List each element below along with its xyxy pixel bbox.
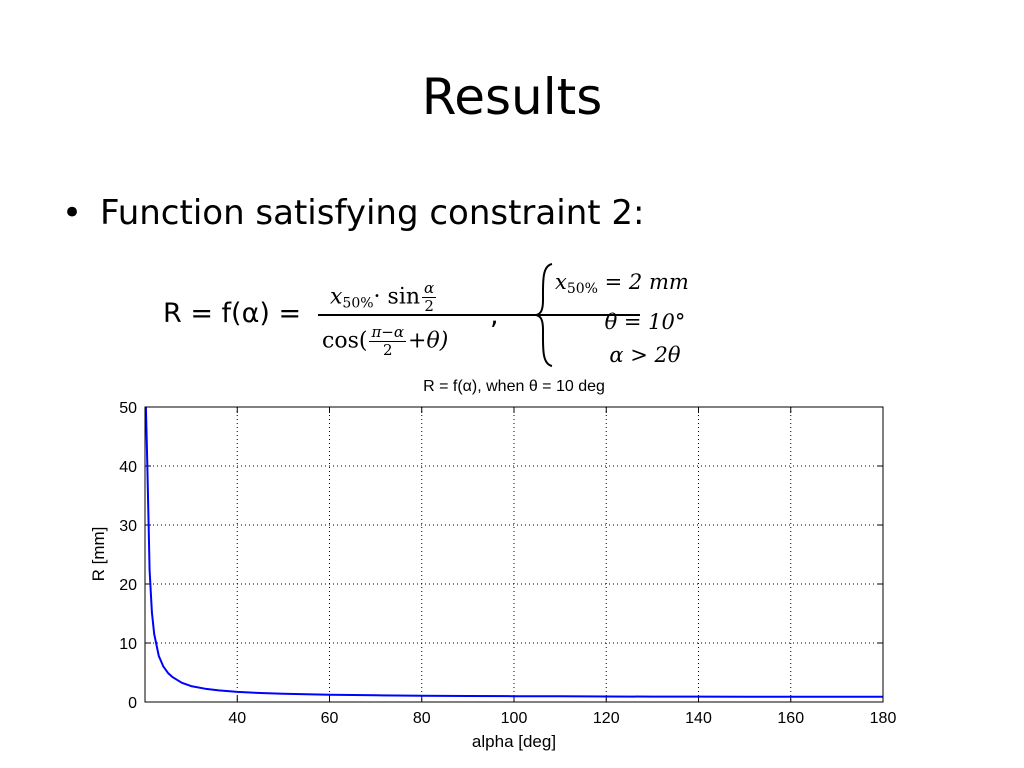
axis-ticks: 40 60 80 100 120 140 160 180 0 10 20 30 40 50 (119, 400, 896, 727)
numerator-small-den: 2 (424, 297, 434, 315)
series-group (144, 406, 884, 698)
x-tick-label: 40 (228, 710, 246, 727)
denominator-small-num: π−α (369, 323, 407, 342)
x-tick-label: 140 (685, 710, 712, 727)
case-x: x (555, 270, 567, 294)
plot-area (145, 407, 883, 702)
formula-cases: x50% = 2 mm θ = 10° α > 2θ (555, 266, 735, 372)
line-chart: 40 60 80 100 120 140 160 180 0 10 20 30 40 50 R = f(α… (89, 378, 896, 751)
bullet-item: • Function satisfying constraint 2: (62, 188, 644, 238)
y-tick-label: 10 (119, 636, 137, 653)
numerator-sin: · sin (373, 284, 421, 310)
denominator-cos: cos( (322, 328, 368, 354)
y-tick-label: 50 (119, 400, 137, 417)
denominator-tail: +θ) (408, 328, 449, 354)
numerator-subscript: 50% (342, 295, 374, 312)
plot-frame (144, 406, 884, 703)
x-axis-label: alpha [deg] (472, 732, 556, 751)
x-tick-label: 80 (413, 710, 431, 727)
bullet-text: Function satisfying constraint 2: (100, 193, 645, 233)
formula-main-fraction: x50%· sin α 2 cos(π−α 2 +θ) (318, 262, 648, 362)
x-tick-label: 160 (777, 710, 804, 727)
case-x-value: = 2 mm (597, 270, 689, 294)
denominator-small-fraction: π−α 2 (369, 323, 407, 359)
fraction-bar (318, 314, 640, 316)
x-tick-label: 100 (501, 710, 528, 727)
x-tick-label: 180 (870, 710, 897, 727)
y-tick-label: 30 (119, 518, 137, 535)
formula-numerator: x50%· sin α 2 (330, 280, 438, 315)
bullet-dot: • (62, 193, 83, 233)
y-tick-label: 40 (119, 459, 137, 476)
y-tick-label: 0 (128, 695, 137, 712)
case-row-theta: θ = 10° (604, 310, 686, 334)
chart-title: R = f(α), when θ = 10 deg (423, 378, 605, 395)
y-axis-label: R [mm] (89, 527, 108, 582)
chart-container: 40 60 80 100 120 140 160 180 0 10 20 30 40 50 R = f(α… (0, 370, 1024, 768)
case-row-alpha: α > 2θ (609, 343, 681, 367)
grid-lines (145, 407, 883, 702)
case-row-x50: x50% = 2 mm (555, 266, 735, 306)
y-tick-label: 20 (119, 577, 137, 594)
slide-title: Results (421, 68, 603, 126)
numerator-x: x (330, 284, 343, 310)
denominator-small-den: 2 (382, 341, 393, 359)
formula-denominator: cos(π−α 2 +θ) (322, 324, 448, 359)
formula-lhs: R = f(α) = (163, 298, 302, 329)
x-tick-label: 120 (593, 710, 620, 727)
numerator-small-num: α (422, 279, 437, 298)
formula: R = f(α) = x50%· sin α 2 cos(π−α 2 +θ) , x50… (163, 262, 783, 368)
formula-comma: , (490, 300, 499, 331)
case-x-subscript: 50% (566, 281, 598, 297)
x-tick-label: 60 (321, 710, 339, 727)
series-line (144, 406, 884, 698)
cases-brace (535, 263, 553, 367)
